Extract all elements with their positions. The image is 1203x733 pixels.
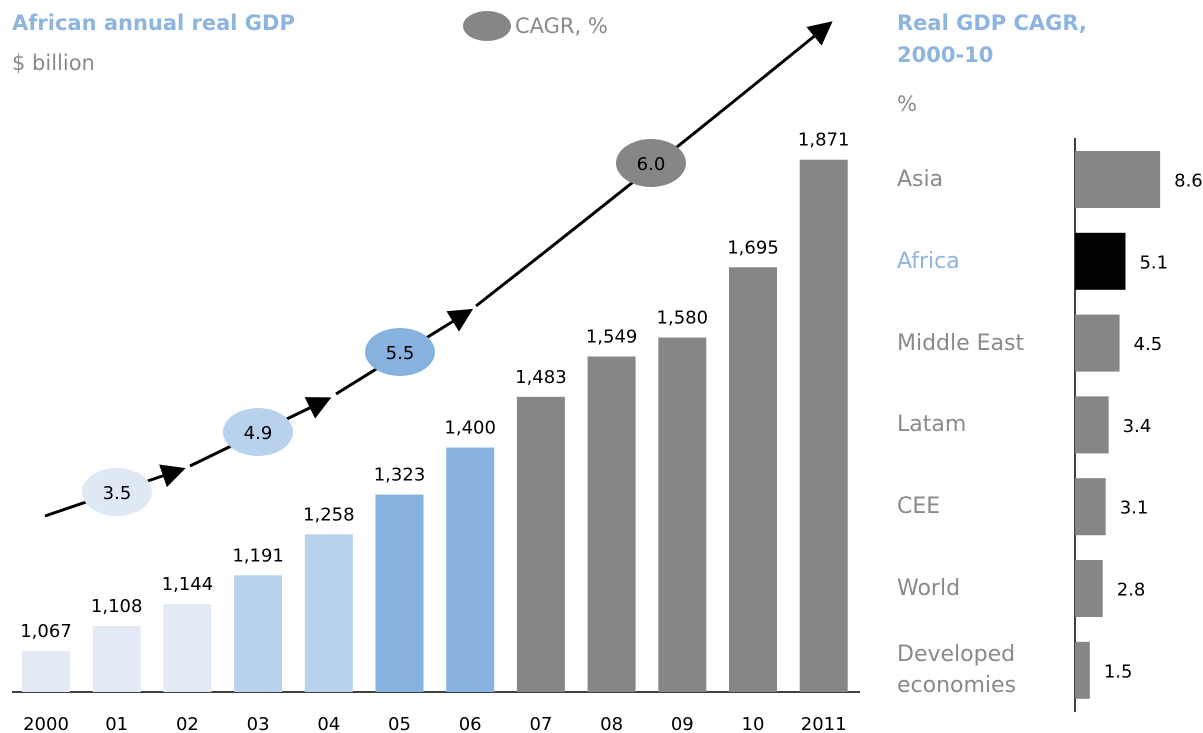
chart-title: Real GDP CAGR, 2000-10 (897, 11, 1087, 67)
x-tick-label: 10 (742, 714, 765, 733)
value-label: 1,483 (515, 367, 567, 388)
value-label: 8.6 (1174, 171, 1203, 192)
bar (234, 575, 283, 692)
x-tick-label: 01 (105, 714, 128, 733)
value-label: 5.1 (1139, 252, 1168, 273)
bar (446, 447, 495, 692)
value-label: 1.5 (1104, 661, 1133, 682)
cagr-bubble (223, 408, 293, 456)
category-label: Middle East (897, 330, 1025, 356)
bar (587, 356, 636, 692)
x-tick-label: 08 (600, 714, 623, 733)
bar (304, 534, 353, 692)
bar (658, 337, 707, 692)
bar (1075, 478, 1106, 536)
category-label: CEE (897, 494, 941, 520)
category-label: Asia (897, 167, 944, 192)
chart-subtitle: $ billion (12, 51, 95, 75)
value-label: 1,580 (657, 308, 709, 329)
x-tick-label: 02 (176, 714, 199, 733)
bar (1075, 641, 1090, 699)
bar (1075, 560, 1103, 617)
value-label: 4.5 (1134, 334, 1163, 355)
bar (163, 604, 212, 692)
value-label: 1,400 (444, 418, 496, 439)
value-label: 1,191 (232, 545, 284, 566)
cagr-label: 4.9 (244, 423, 273, 444)
cagr-bubble (365, 328, 435, 376)
cagr-label: 5.5 (386, 343, 415, 364)
value-label: 2.8 (1117, 580, 1146, 601)
x-tick-label: 03 (247, 714, 270, 733)
bar (375, 494, 424, 692)
value-label: 1,108 (91, 596, 143, 617)
bar (92, 626, 141, 692)
bar (1075, 151, 1161, 208)
value-label: 1,549 (586, 327, 638, 348)
bar (516, 396, 565, 692)
bar (799, 159, 848, 692)
cagr-bubble (82, 468, 152, 516)
x-tick-label: 05 (388, 714, 411, 733)
bar (1075, 232, 1126, 290)
bar (1075, 314, 1120, 372)
x-tick-label: 06 (459, 714, 482, 733)
x-tick-label: 2000 (23, 714, 69, 733)
x-tick-label: 09 (671, 714, 694, 733)
value-label: 1,144 (162, 574, 214, 595)
cagr-label: 3.5 (103, 483, 132, 504)
category-label: Developed economies (897, 642, 1017, 699)
cagr-bubble (616, 139, 686, 187)
category-label: Africa (897, 248, 960, 274)
value-label: 1,871 (798, 130, 850, 151)
value-label: 1,695 (727, 237, 779, 258)
bar (1075, 396, 1109, 454)
x-tick-label: 07 (529, 714, 552, 733)
chart-title: African annual real GDP (12, 11, 295, 35)
bar (22, 651, 70, 692)
value-label: 3.1 (1120, 498, 1149, 519)
value-label: 1,323 (374, 465, 426, 486)
bar (729, 267, 777, 692)
legend-marker (463, 11, 511, 41)
category-label: World (897, 576, 961, 601)
cagr-label: 6.0 (637, 154, 666, 175)
category-label: Latam (897, 412, 967, 438)
legend-label: CAGR, % (515, 14, 608, 38)
x-tick-label: 2011 (801, 714, 847, 733)
x-tick-label: 04 (317, 714, 340, 733)
value-label: 1,258 (303, 504, 355, 525)
value-label: 1,067 (20, 621, 72, 642)
chart-subtitle: % (897, 92, 917, 116)
value-label: 3.4 (1123, 416, 1152, 437)
